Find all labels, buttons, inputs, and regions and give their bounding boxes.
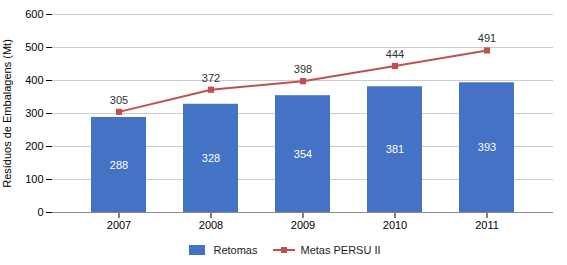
svg-text:372: 372 <box>202 72 220 84</box>
svg-text:328: 328 <box>202 152 220 164</box>
svg-text:305: 305 <box>110 94 128 106</box>
svg-text:600: 600 <box>25 8 43 20</box>
svg-text:398: 398 <box>294 63 312 75</box>
svg-text:2009: 2009 <box>291 219 315 231</box>
svg-text:288: 288 <box>110 159 128 171</box>
svg-text:2008: 2008 <box>199 219 223 231</box>
svg-text:100: 100 <box>25 173 43 185</box>
svg-text:393: 393 <box>478 141 496 153</box>
svg-text:300: 300 <box>25 107 43 119</box>
svg-text:2007: 2007 <box>107 219 131 231</box>
html-text:Metas PERSU II: Metas PERSU II <box>300 244 381 256</box>
svg-text:354: 354 <box>294 148 312 160</box>
svg-text:400: 400 <box>25 74 43 86</box>
html-text:Retomas: Retomas <box>213 244 258 256</box>
svg-text:2011: 2011 <box>475 219 499 231</box>
svg-text:381: 381 <box>386 143 404 155</box>
svg-text:491: 491 <box>478 32 496 44</box>
svg-text:2010: 2010 <box>383 219 407 231</box>
svg-text:0: 0 <box>37 206 43 218</box>
svg-text:Resíduos de Embalagens (Mt): Resíduos de Embalagens (Mt) <box>1 39 13 188</box>
svg-text:500: 500 <box>25 41 43 53</box>
svg-text:200: 200 <box>25 140 43 152</box>
svg-text:444: 444 <box>386 48 404 60</box>
